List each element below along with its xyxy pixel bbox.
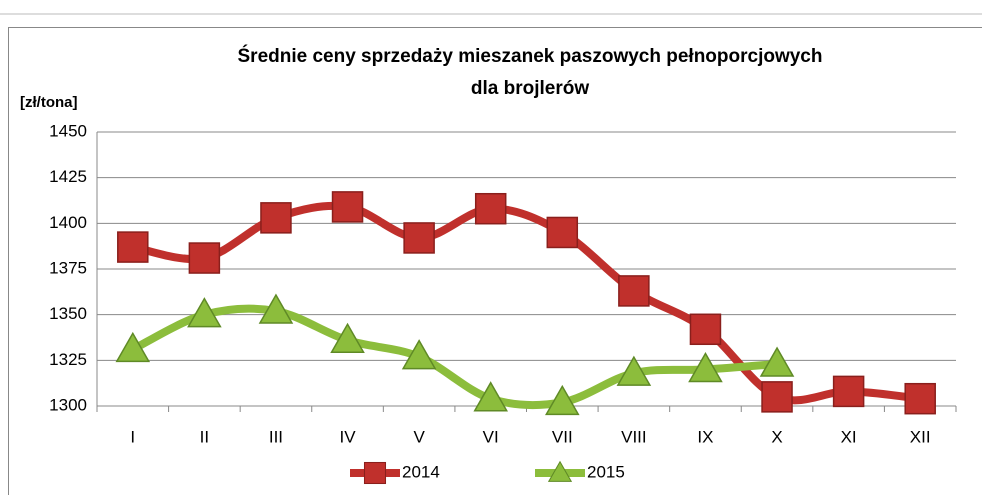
y-tick-label: 1325: [49, 350, 87, 369]
chart-title: dla brojlerów: [471, 78, 589, 99]
marker: [403, 222, 435, 254]
x-tick-label: III: [269, 427, 283, 446]
y-tick-label: 1350: [49, 304, 87, 323]
marker: [616, 355, 652, 386]
x-tick-label: I: [130, 427, 135, 446]
marker: [260, 202, 292, 234]
marker: [759, 346, 795, 377]
y-tick-label: 1425: [49, 167, 87, 186]
x-tick-label: II: [200, 427, 209, 446]
series-line: [130, 304, 778, 410]
marker: [330, 322, 365, 353]
y-tick-label: 1375: [49, 258, 87, 277]
legend-label: 2015: [587, 462, 625, 481]
marker: [689, 313, 722, 346]
marker: [832, 375, 865, 408]
y-tick-label: 1400: [49, 213, 87, 232]
x-tick-label: XI: [841, 427, 857, 446]
x-tick-label: V: [413, 427, 425, 446]
x-tick-label: IV: [340, 427, 357, 446]
marker: [117, 231, 149, 263]
x-tick-label: VII: [552, 427, 573, 446]
marker: [904, 382, 936, 415]
x-tick-label: IX: [697, 427, 713, 446]
x-tick-label: VIII: [621, 427, 647, 446]
y-tick-label: 1450: [49, 121, 87, 140]
marker: [401, 339, 437, 370]
x-tick-label: XII: [910, 427, 931, 446]
y-tick-label: 1300: [49, 395, 87, 414]
legend-marker: [363, 461, 387, 485]
marker: [474, 192, 507, 225]
series-line: [131, 201, 921, 405]
marker: [761, 381, 793, 413]
chart-title: Średnie ceny sprzedaży mieszanek paszowy…: [238, 45, 823, 67]
x-tick-label: VI: [483, 427, 499, 446]
marker: [331, 191, 364, 223]
marker: [258, 293, 294, 324]
legend-label: 2014: [402, 462, 440, 481]
marker: [188, 242, 221, 274]
marker: [546, 216, 579, 249]
y-axis-label: [zł/tona]: [20, 94, 78, 111]
legend-marker: [547, 460, 573, 482]
marker: [688, 351, 723, 383]
marker: [473, 381, 509, 412]
marker: [544, 384, 580, 416]
marker: [618, 275, 650, 307]
chart-frame: [8, 27, 982, 495]
marker: [115, 331, 151, 363]
marker: [187, 297, 222, 328]
x-tick-label: X: [771, 427, 782, 446]
